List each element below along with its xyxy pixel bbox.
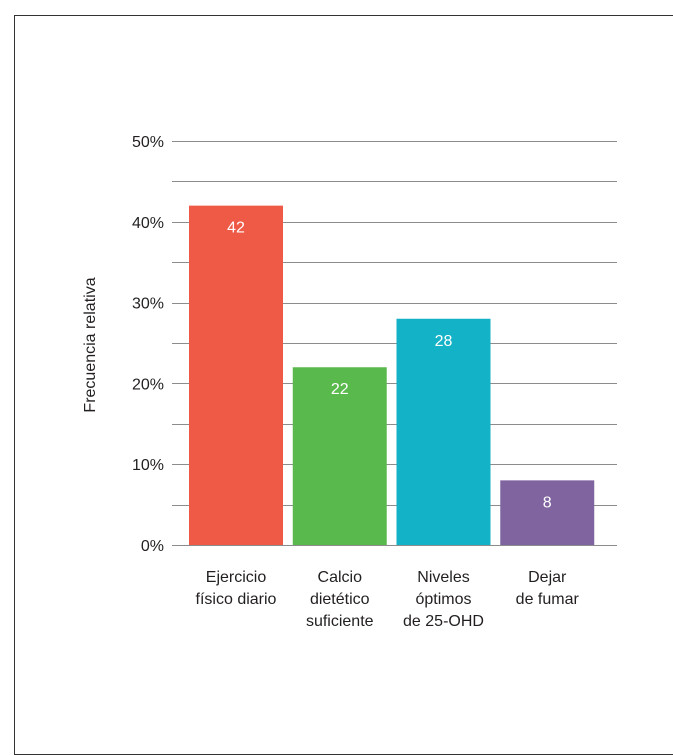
category-label: Dejar de fumar <box>516 569 580 608</box>
bars <box>189 205 595 545</box>
data-label: 42 <box>227 220 245 237</box>
category-label: Ejercicio físico diario <box>196 569 277 608</box>
bar <box>292 367 387 545</box>
y-tick-label: 20% <box>132 376 164 393</box>
data-label: 22 <box>331 381 349 398</box>
category-label-line: de fumar <box>516 591 580 608</box>
category-label: Niveles óptimos de 25-OHD <box>403 569 484 630</box>
category-label: Calcio dietético suficiente <box>306 569 374 630</box>
category-label-line: suficiente <box>306 613 374 630</box>
category-label-line: óptimos <box>415 591 471 608</box>
y-axis-title: Frecuencia relativa <box>82 277 99 412</box>
category-label-line: Niveles <box>417 569 469 586</box>
category-label-line: Calcio <box>318 569 363 586</box>
bar <box>189 205 283 545</box>
y-tick-label: 40% <box>132 215 164 232</box>
bar-chart: 0% 10% 20% 30% 40% 50% 42 22 28 8 Ejercicio físic… <box>82 134 617 630</box>
category-label-line: Dejar <box>528 569 567 586</box>
bar <box>500 480 595 545</box>
category-label-line: Ejercicio <box>206 569 267 586</box>
bar <box>396 318 491 545</box>
category-label-line: físico diario <box>196 591 277 608</box>
category-label-line: dietético <box>310 591 370 608</box>
x-axis-categories: Ejercicio físico diario Calcio dietético suf… <box>196 569 580 630</box>
data-label: 8 <box>543 494 552 511</box>
data-labels: 42 22 28 8 <box>227 220 552 512</box>
y-tick-label: 10% <box>132 457 164 474</box>
y-tick-label: 30% <box>132 296 164 313</box>
y-tick-label: 0% <box>141 538 164 555</box>
category-label-line: de 25-OHD <box>403 613 484 630</box>
y-axis-ticks: 0% 10% 20% 30% 40% 50% <box>132 134 164 555</box>
y-tick-label: 50% <box>132 134 164 151</box>
data-label: 28 <box>435 333 453 350</box>
